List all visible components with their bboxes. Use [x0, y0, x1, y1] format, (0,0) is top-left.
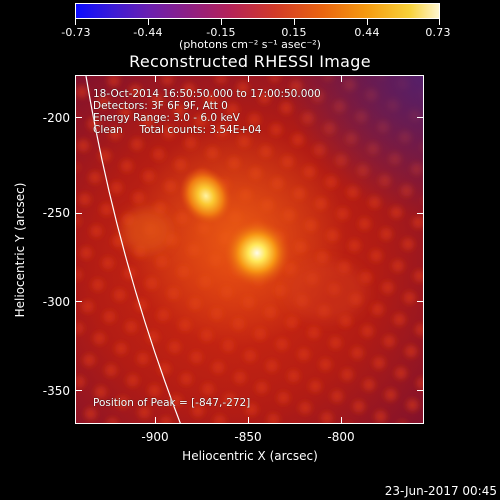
y-tick [417, 117, 424, 118]
x-tick [341, 75, 342, 82]
colorbar-tick-label: -0.73 [61, 26, 91, 39]
x-tick [248, 417, 249, 424]
colorbar-tick-label: -0.15 [206, 26, 236, 39]
y-tick [417, 301, 424, 302]
x-tick [155, 75, 156, 82]
colorbar-tick-label: 0.44 [354, 26, 380, 39]
annotation-energy-range: Energy Range: 3.0 - 6.0 keV [93, 112, 240, 124]
y-tick-label: -200 [42, 111, 70, 125]
colorbar-tick [367, 19, 368, 25]
y-tick [417, 390, 424, 391]
annotation-clean-counts: Clean Total counts: 3.54E+04 [93, 124, 262, 136]
annotation-detectors: Detectors: 3F 6F 9F, Att 0 [93, 100, 228, 112]
colorbar-units: (photons cm⁻² s⁻¹ asec⁻²) [179, 38, 321, 51]
colorbar-tick-label: 0.15 [281, 26, 307, 39]
colorbar-tick-label: 0.73 [425, 26, 451, 39]
y-tick [75, 301, 82, 302]
x-tick [155, 417, 156, 424]
x-tick-label: -900 [141, 430, 169, 444]
colorbar-tick [75, 19, 76, 25]
y-tick [75, 213, 82, 214]
x-tick [341, 417, 342, 424]
x-tick-label: -850 [234, 430, 262, 444]
solar-limb [85, 76, 181, 423]
colorbar-tick [439, 19, 440, 25]
colorbar [75, 3, 440, 19]
y-tick [75, 117, 82, 118]
y-tick-label: -350 [42, 384, 70, 398]
y-tick [75, 390, 82, 391]
image-heatmap [76, 76, 423, 423]
timestamp: 23-Jun-2017 00:45 [384, 484, 497, 498]
emission-peak [223, 219, 291, 287]
y-tick-label: -300 [42, 295, 70, 309]
colorbar-tick-label: -0.44 [133, 26, 163, 39]
y-tick-label: -250 [42, 206, 70, 220]
x-tick [248, 75, 249, 82]
y-tick [417, 213, 424, 214]
image-plot: 18-Oct-2014 16:50:50.000 to 17:00:50.000… [75, 75, 424, 424]
y-axis-label: Heliocentric Y (arcsec) [13, 182, 27, 318]
x-axis-label: Heliocentric X (arcsec) [182, 449, 318, 463]
emission-source [179, 167, 233, 225]
colorbar-tick [294, 19, 295, 25]
x-tick-label: -800 [327, 430, 355, 444]
plot-title: Reconstructed RHESSI Image [129, 52, 371, 71]
colorbar-tick [148, 19, 149, 25]
annotation-peak-position: Position of Peak = [-847,-272] [93, 397, 251, 409]
colorbar-tick [221, 19, 222, 25]
annotation-time-range: 18-Oct-2014 16:50:50.000 to 17:00:50.000 [93, 88, 321, 100]
